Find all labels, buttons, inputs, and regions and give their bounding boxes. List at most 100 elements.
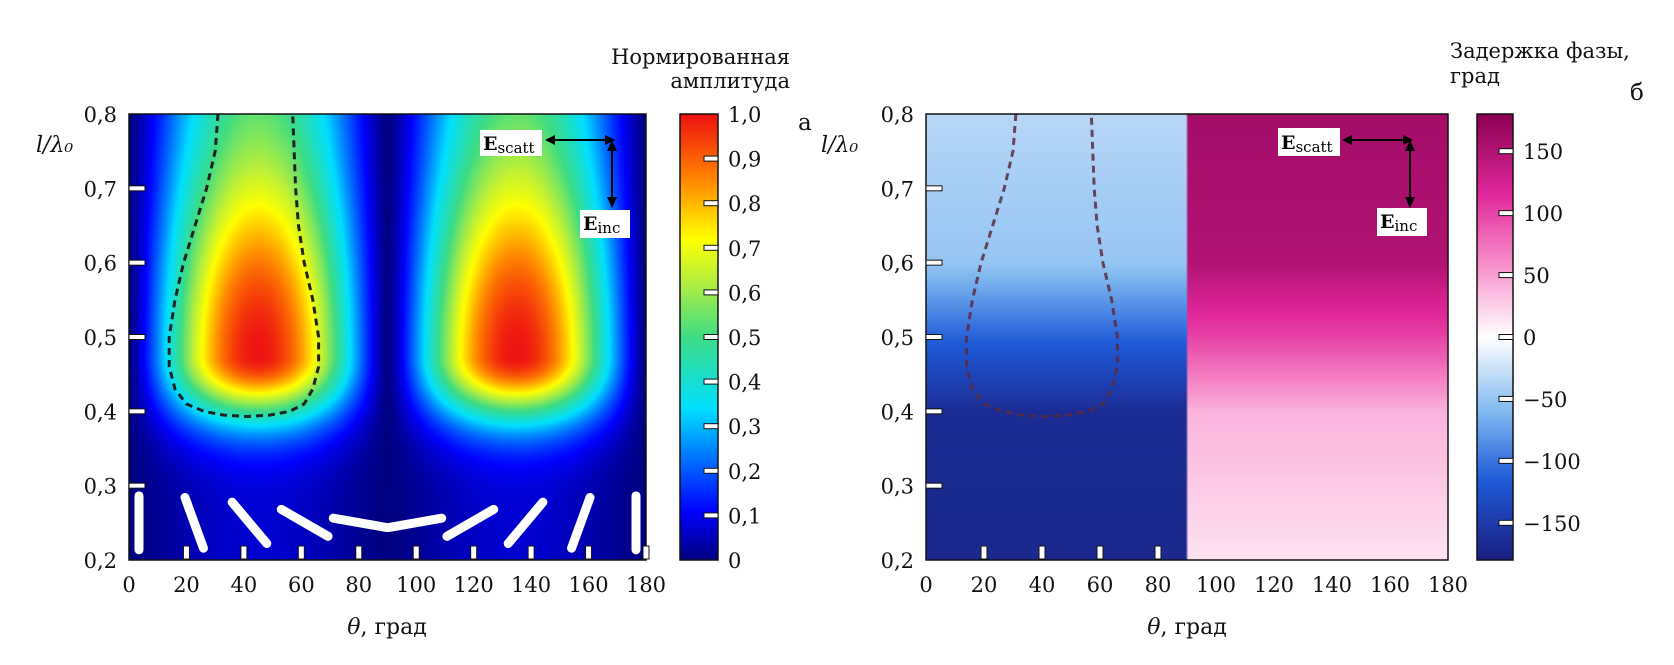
x-tick-label: 60: [1087, 573, 1114, 597]
phase-heatmap: [926, 114, 1448, 560]
y-tick-mark: [128, 334, 146, 340]
colorbar-tick-label: −50: [1523, 388, 1567, 412]
x-tick-label: 40: [1029, 573, 1056, 597]
x-tick-label: 180: [626, 573, 666, 597]
panel-phase: 0 20 40 60 80 100 120 140 160 180 0,2 0,3 0,4 0,5 0,6 0…: [821, 39, 1644, 640]
x-tick-label: 20: [173, 573, 200, 597]
x-tick-label: 120: [1254, 573, 1294, 597]
x-tick-mark: [240, 545, 248, 560]
x-tick-label: 180: [1428, 573, 1468, 597]
x-tick-label: 80: [1145, 573, 1172, 597]
y-tick-mark: [925, 482, 943, 489]
y-tick-label: 0,7: [881, 177, 914, 201]
x-tick-mark: [1096, 545, 1104, 560]
colorbar-tick-mark: [703, 289, 719, 296]
y-tick-label: 0,2: [881, 549, 914, 573]
x-tick-mark: [412, 545, 420, 560]
y-tick-label: 0,6: [84, 252, 117, 276]
amplitude-colorbar-ticks: 0 0,1 0,2 0,3 0,4 0,5 0,6 0,7 0,8 0,9 1,0: [703, 103, 761, 573]
colorbar-tick-mark: [703, 200, 719, 207]
phase-e-inc-label: Einc: [1380, 211, 1417, 235]
x-tick-mark: [1154, 545, 1162, 560]
y-tick-label: 0,2: [84, 549, 117, 573]
amplitude-colorbar-title-line1: Нормированная: [611, 45, 790, 69]
colorbar-tick-label: 0,3: [728, 415, 761, 439]
phase-colorbar-title-line1: Задержка фазы,: [1450, 39, 1630, 63]
phase-colorbar-title-line2: град: [1450, 64, 1500, 88]
phase-dashed-contour: [965, 113, 1119, 419]
panel-amplitude: 0 20 40 60 80 100 120 140 160 1800,20,30,40,50,60…: [36, 45, 812, 640]
colorbar-tick-mark: [703, 334, 719, 340]
y-tick-mark: [128, 408, 146, 415]
x-tick-label: 40: [231, 573, 258, 597]
y-tick-mark: [128, 482, 146, 489]
antenna-mark: [227, 497, 272, 549]
antenna-mark: [328, 513, 391, 533]
x-tick-label: 0: [919, 573, 932, 597]
amplitude-dashed-contour: [167, 113, 321, 419]
panel-label-b: б: [1630, 80, 1644, 106]
colorbar-tick-mark: [1498, 519, 1514, 526]
x-tick-mark: [470, 545, 478, 560]
x-tick-label: 100: [396, 573, 436, 597]
x-tick-mark: [297, 545, 305, 560]
phase-axis-ticks: 0 20 40 60 80 100 120 140 160 180 0,2 0,3 0,4 0,5 0,6 0…: [881, 103, 1468, 597]
colorbar-tick-label: 0,4: [728, 371, 761, 395]
x-tick-mark: [355, 545, 363, 560]
x-tick-mark: [182, 545, 190, 560]
amplitude-axis-ticks: 0 20 40 60 80 100 120 140 160 180 0,2 0,3 0,4 0,5 0,6 0…: [84, 103, 666, 597]
x-tick-label: 100: [1196, 573, 1236, 597]
antenna-mark: [384, 513, 447, 533]
colorbar-tick-mark: [1498, 272, 1514, 279]
x-tick-mark: [980, 545, 988, 560]
phase-ylabel: l/λ₀: [821, 133, 858, 158]
colorbar-tick-mark: [1498, 148, 1514, 155]
amplitude-polarization-legend: Escatt Einc: [480, 130, 630, 238]
y-tick-mark: [925, 185, 943, 192]
x-tick-label: 140: [511, 573, 551, 597]
colorbar-tick-label: 0,8: [728, 192, 761, 216]
colorbar-tick-label: −150: [1523, 512, 1581, 536]
x-tick-mark: [1038, 545, 1046, 560]
phase-polarization-legend: Escatt Einc: [1278, 128, 1427, 236]
antenna-orientation-marks: [134, 491, 641, 555]
x-tick-label: 160: [569, 573, 609, 597]
amplitude-xlabel: θ, град: [347, 615, 427, 640]
x-tick-label: 0: [122, 573, 135, 597]
phase-colorbar-ticks: −150 −100 −50 0 50 100 150: [1498, 140, 1581, 536]
colorbar-tick-label: 150: [1523, 140, 1563, 164]
colorbar-tick-mark: [703, 423, 719, 430]
x-tick-label: 160: [1370, 573, 1410, 597]
colorbar-tick-label: 100: [1523, 202, 1563, 226]
phase-e-scatt-label: Escatt: [1281, 132, 1333, 156]
y-tick-label: 0,5: [881, 326, 914, 350]
y-tick-mark: [128, 185, 146, 192]
antenna-mark: [503, 497, 548, 549]
x-tick-mark: [585, 545, 593, 560]
colorbar-tick-label: 0,7: [728, 237, 761, 261]
x-tick-label: 80: [345, 573, 372, 597]
colorbar-tick-mark: [1498, 457, 1514, 464]
colorbar-tick-label: 0,2: [728, 460, 761, 484]
antenna-mark: [180, 492, 208, 553]
colorbar-tick-label: 0: [728, 549, 741, 573]
phase-xlabel: θ, град: [1147, 615, 1227, 640]
y-tick-label: 0,8: [881, 103, 914, 127]
colorbar-tick-label: 0: [1523, 326, 1536, 350]
colorbar-tick-label: 1,0: [728, 103, 761, 127]
x-tick-label: 60: [288, 573, 315, 597]
x-tick-mark: [527, 545, 535, 560]
colorbar-tick-mark: [703, 244, 719, 251]
antenna-mark: [276, 504, 333, 541]
y-tick-mark: [128, 259, 146, 266]
y-tick-label: 0,6: [881, 252, 914, 276]
y-tick-label: 0,4: [84, 400, 117, 424]
y-tick-label: 0,3: [84, 475, 117, 499]
colorbar-tick-mark: [1498, 334, 1514, 340]
colorbar-tick-mark: [703, 512, 719, 519]
colorbar-tick-label: 0,9: [728, 148, 761, 172]
x-tick-mark: [642, 545, 650, 560]
colorbar-tick-label: 0,5: [728, 326, 761, 350]
colorbar-tick-mark: [703, 378, 719, 385]
